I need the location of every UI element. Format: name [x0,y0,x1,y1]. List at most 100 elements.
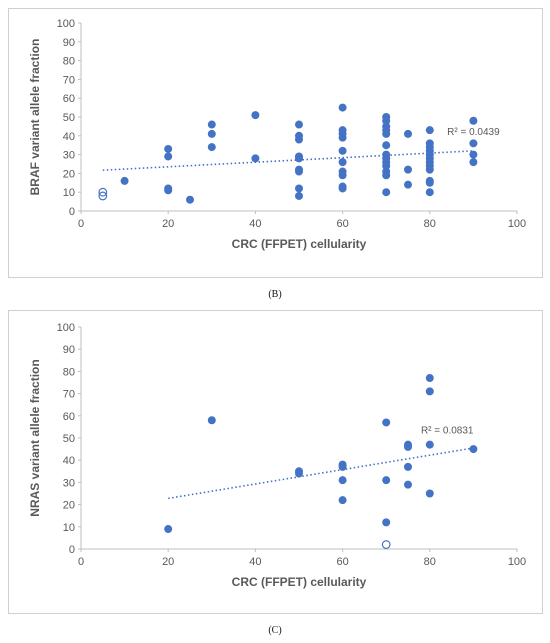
data-point [338,158,347,167]
y-tick-label: 60 [63,411,75,423]
trendline [102,150,474,172]
x-tick-label: 40 [249,556,261,568]
caption-b: (B) [268,289,282,300]
data-point [295,191,303,200]
open-data-point [98,191,108,201]
data-point [382,476,391,485]
y-tick-label: 10 [63,522,75,534]
data-point [382,518,391,527]
data-point [164,152,173,161]
data-point [404,129,412,138]
data-point [404,165,412,174]
data-point [404,442,412,451]
x-tick-label: 60 [336,218,348,230]
x-tick-label: 40 [249,218,261,230]
data-point [469,116,478,125]
data-point [425,188,434,197]
data-point [164,186,173,195]
data-point [425,178,434,187]
open-data-point [381,540,391,549]
y-tick-label: 30 [63,150,75,162]
x-tick-label: 0 [78,556,84,568]
data-point [425,126,434,135]
data-point [382,418,391,427]
data-point [338,496,347,505]
data-point [338,476,347,485]
y-tick-label: 70 [63,389,75,401]
nras-scatter-chart: 0 10 20 30 40 50 60 70 80 90 100 0 20 40 60 80 100 CRC (F… [28,322,526,589]
data-point [425,374,434,383]
data-point [469,150,478,159]
x-tick-label: 100 [508,556,526,568]
data-point [120,176,129,185]
data-point [164,144,173,153]
data-point [404,180,412,189]
y-tick-label: 50 [63,433,75,445]
data-point [295,167,303,176]
y-tick-label: 90 [63,344,75,356]
y-tick-label: 50 [63,112,75,124]
data-point [338,184,347,193]
data-point [382,161,391,170]
data-point [207,120,216,129]
y-tick-label: 30 [63,477,75,489]
y-tick-label: 40 [63,131,75,143]
data-point [469,139,478,148]
data-point [338,462,347,471]
data-point [207,143,216,152]
data-point [382,116,391,125]
chart-panel-b: 0 10 20 30 40 50 60 70 80 90 100 0 20 40 60 80 100 CRC (F… [8,8,543,278]
data-point [404,480,412,489]
chart-panel-c: 0 10 20 30 40 50 60 70 80 90 100 0 20 40 60 80 100 CRC (F… [8,310,543,614]
data-point [425,440,434,449]
data-point [207,129,216,138]
y-tick-label: 80 [63,366,75,378]
y-axis-title: BRAF variant allele fraction [28,39,42,196]
data-point [295,154,303,163]
data-point [338,133,347,142]
data-point [251,154,260,163]
y-tick-label: 20 [63,500,75,512]
data-point [295,184,303,193]
y-tick-label: 20 [63,168,75,180]
data-point [382,171,391,180]
data-point [469,445,478,454]
y-tick-label: 60 [63,93,75,105]
open-data-point [98,187,108,197]
y-tick-label: 0 [69,206,75,218]
data-point [186,195,194,204]
y-tick-label: 100 [57,322,75,334]
r-squared-label: R² = 0.0831 [421,426,474,437]
y-tick-label: 70 [63,74,75,86]
caption-c: (C) [268,625,282,636]
braf-scatter-chart: 0 10 20 30 40 50 60 70 80 90 100 0 20 40 60 80 100 CRC (F… [28,18,526,251]
data-point [382,129,391,138]
x-tick-label: 80 [424,218,436,230]
x-axis-title: CRC (FFPET) cellularity [232,575,367,589]
x-tick-label: 20 [162,556,174,568]
data-point [425,489,434,498]
data-point [382,188,391,197]
y-tick-label: 40 [63,455,75,467]
x-tick-label: 0 [78,218,84,230]
y-tick-label: 80 [63,56,75,68]
data-point [164,525,173,534]
x-tick-label: 60 [336,556,348,568]
data-point [338,103,347,112]
x-axis-title: CRC (FFPET) cellularity [232,237,367,251]
data-point [425,165,434,174]
y-axis-title: NRAS variant allele fraction [28,359,42,516]
data-point [338,171,347,180]
data-point [251,111,260,120]
data-point [207,416,216,425]
y-tick-label: 90 [63,37,75,49]
y-tick-label: 0 [69,544,75,556]
data-point [295,120,303,129]
x-tick-label: 20 [162,218,174,230]
data-point [338,146,347,155]
data-point [382,141,391,150]
y-tick-label: 10 [63,187,75,199]
data-point [295,135,303,144]
data-point [404,462,412,471]
r-squared-label: R² = 0.0439 [447,127,500,138]
